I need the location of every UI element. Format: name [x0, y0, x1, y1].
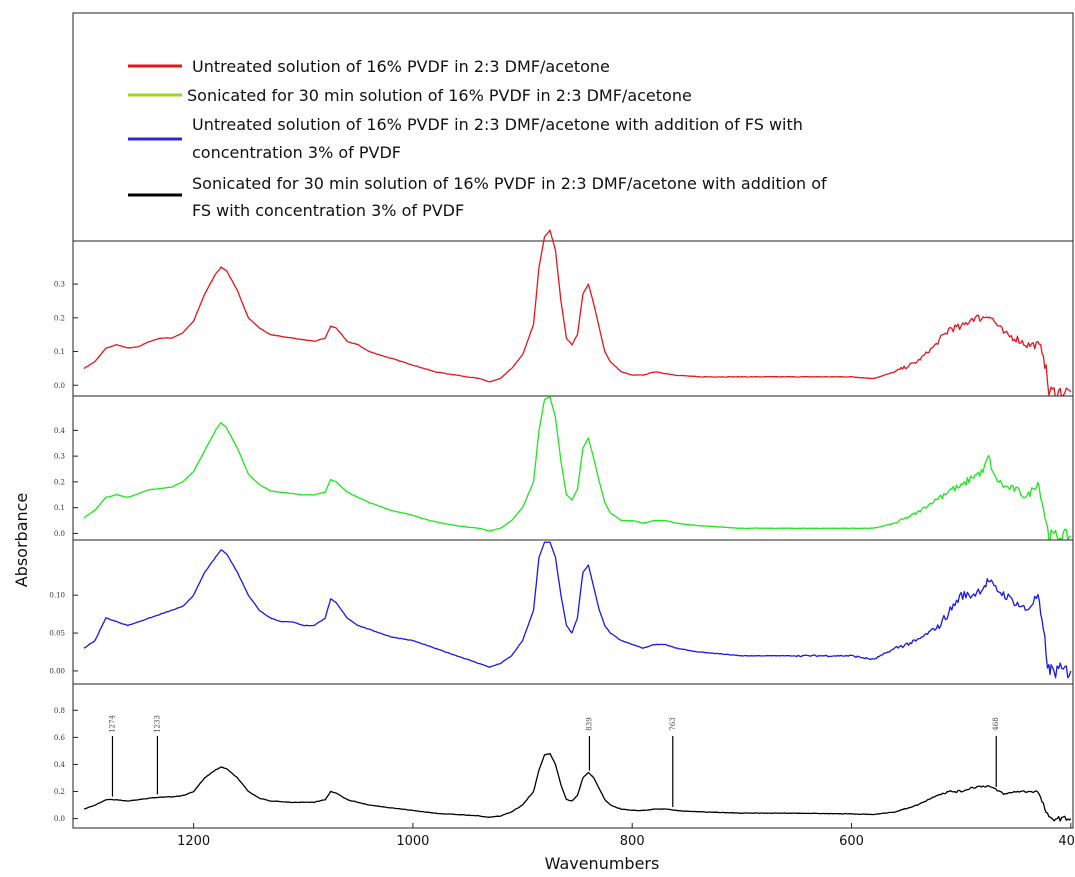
y-tick-label-blue: 0.05	[49, 630, 65, 638]
spectra-panels: 0.00.10.20.30.00.10.20.30.40.000.050.100…	[49, 229, 1075, 849]
legend: Untreated solution of 16% PVDF in 2:3 DM…	[72, 12, 1074, 242]
legend-label-red: Untreated solution of 16% PVDF in 2:3 DM…	[192, 57, 610, 76]
y-tick-label-red: 0.3	[54, 281, 65, 289]
peak-label: 1274	[108, 715, 116, 733]
spectrum-line-blue	[83, 541, 1072, 679]
y-tick-label-green: 0.1	[54, 504, 65, 512]
x-tick-label: 400	[1058, 834, 1075, 849]
y-tick-label-blue: 0.00	[49, 667, 65, 675]
panel-black: 0.0 0.2 0.4 0.6 0.8 1274 1233 839 763 468	[54, 683, 1074, 829]
y-tick-label-black: 0.4	[54, 761, 66, 769]
panel-frame-red	[72, 240, 1074, 397]
panel-blue: 0.00 0.05 0.10	[49, 539, 1074, 685]
panel-red: 0.0 0.1 0.2 0.3	[54, 229, 1074, 400]
legend-frame	[72, 12, 1074, 242]
spectrum-line-green	[83, 396, 1072, 544]
spectrum-line-black	[83, 752, 1072, 822]
y-tick-label-black: 0.8	[54, 707, 65, 715]
y-tick-label-green: 0.3	[54, 453, 65, 461]
x-tick-label: 1200	[177, 834, 210, 849]
legend-label-blue-line2: concentration 3% of PVDF	[192, 143, 401, 162]
y-tick-label-blue: 0.10	[49, 592, 65, 600]
legend-label-blue-line1: Untreated solution of 16% PVDF in 2:3 DM…	[192, 115, 803, 134]
peak-label: 839	[585, 717, 593, 730]
y-tick-label-green: 0.2	[54, 478, 65, 486]
x-axis: 1200 1000 800 600 400	[177, 823, 1075, 849]
y-tick-label-red: 0.1	[54, 348, 65, 356]
y-tick-label-black: 0.2	[54, 788, 65, 796]
y-tick-label-green: 0.0	[54, 530, 65, 538]
y-tick-label-green: 0.4	[54, 427, 66, 435]
peak-label: 1233	[153, 715, 161, 733]
panel-frame-blue	[72, 539, 1074, 685]
panel-frame-black	[72, 683, 1074, 829]
panel-green: 0.0 0.1 0.2 0.3 0.4	[54, 395, 1074, 544]
y-tick-label-black: 0.6	[54, 734, 66, 742]
y-tick-label-red: 0.0	[54, 382, 65, 390]
x-axis-title: Wavenumbers	[545, 854, 660, 873]
y-tick-label-red: 0.2	[54, 314, 65, 322]
legend-label-green: Sonicated for 30 min solution of 16% PVD…	[187, 86, 692, 105]
legend-label-black-line1: Sonicated for 30 min solution of 16% PVD…	[192, 174, 827, 193]
peak-label: 763	[669, 717, 677, 730]
x-tick-label: 800	[620, 834, 645, 849]
peak-label: 468	[992, 717, 1000, 730]
y-tick-label-black: 0.0	[54, 815, 65, 823]
x-tick-label: 600	[839, 834, 864, 849]
x-tick-label: 1000	[396, 834, 429, 849]
legend-label-black-line2: FS with concentration 3% of PVDF	[192, 201, 464, 220]
y-axis-title: Absorbance	[12, 493, 31, 588]
panel-frame-green	[72, 395, 1074, 541]
spectrum-line-red	[83, 229, 1072, 400]
